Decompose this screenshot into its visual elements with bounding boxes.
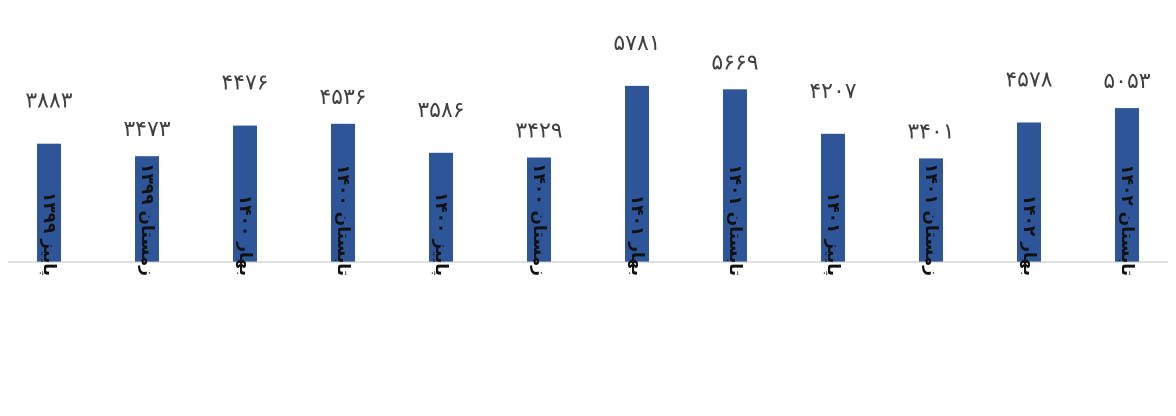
bar — [919, 158, 943, 262]
bar — [135, 156, 159, 262]
bar — [527, 157, 551, 262]
category-label: پاییز ۱۴۰۱ — [823, 192, 843, 276]
bar — [1115, 108, 1139, 262]
category-label: زمستان ۱۳۹۹ — [137, 163, 157, 276]
bar — [331, 123, 355, 262]
bar — [625, 85, 649, 263]
value-label: ۴۲۰۷ — [809, 79, 856, 104]
value-labels-group: ۳۸۸۳ ۳۴۷۳ ۴۴۷۶ ۴۵۳۶ ۳۵۸۶ ۳۴۲۹ ۵۷۸۱ ۵۶۶۹ ۴۲۰۷ ۳۴۰۱… — [25, 31, 1150, 144]
category-label: بهار ۱۴۰۲ — [1019, 195, 1039, 276]
bar — [1017, 122, 1041, 262]
value-label: ۴۴۷۶ — [221, 71, 268, 96]
category-label: زمستان ۱۴۰۱ — [921, 163, 941, 276]
value-label: ۳۴۷۳ — [123, 117, 170, 142]
bar — [723, 89, 747, 262]
value-label: ۴۵۷۸ — [1005, 68, 1052, 93]
category-label: تابستان ۱۴۰۲ — [1117, 164, 1137, 276]
bar — [233, 125, 257, 262]
category-label: پاییز ۱۳۹۹ — [39, 192, 59, 276]
category-label: تابستان ۱۴۰۰ — [333, 164, 353, 276]
bar — [429, 152, 453, 262]
value-label: ۵۰۵۳ — [1103, 69, 1150, 94]
category-label: بهار ۱۴۰۱ — [627, 195, 647, 276]
value-label: ۵۷۸۱ — [613, 31, 660, 56]
bars-group — [37, 85, 1139, 263]
category-labels-group: پاییز ۱۳۹۹ زمستان ۱۳۹۹ بهار ۱۴۰۰ تابستان ۱۴… — [39, 163, 1137, 276]
value-label: ۳۸۸۳ — [25, 89, 72, 114]
value-label: ۳۴۰۱ — [907, 119, 954, 144]
category-label: پاییز ۱۴۰۰ — [431, 192, 451, 276]
value-label: ۴۵۳۶ — [319, 85, 366, 110]
category-label: تابستان ۱۴۰۱ — [725, 164, 745, 276]
value-label: ۳۵۸۶ — [417, 98, 464, 123]
value-label: ۳۴۲۹ — [515, 119, 562, 144]
value-label: ۵۶۶۹ — [711, 50, 758, 75]
bar — [37, 143, 61, 262]
category-label: بهار ۱۴۰۰ — [235, 195, 255, 276]
category-label: زمستان ۱۴۰۰ — [529, 163, 549, 276]
bar — [821, 133, 845, 262]
